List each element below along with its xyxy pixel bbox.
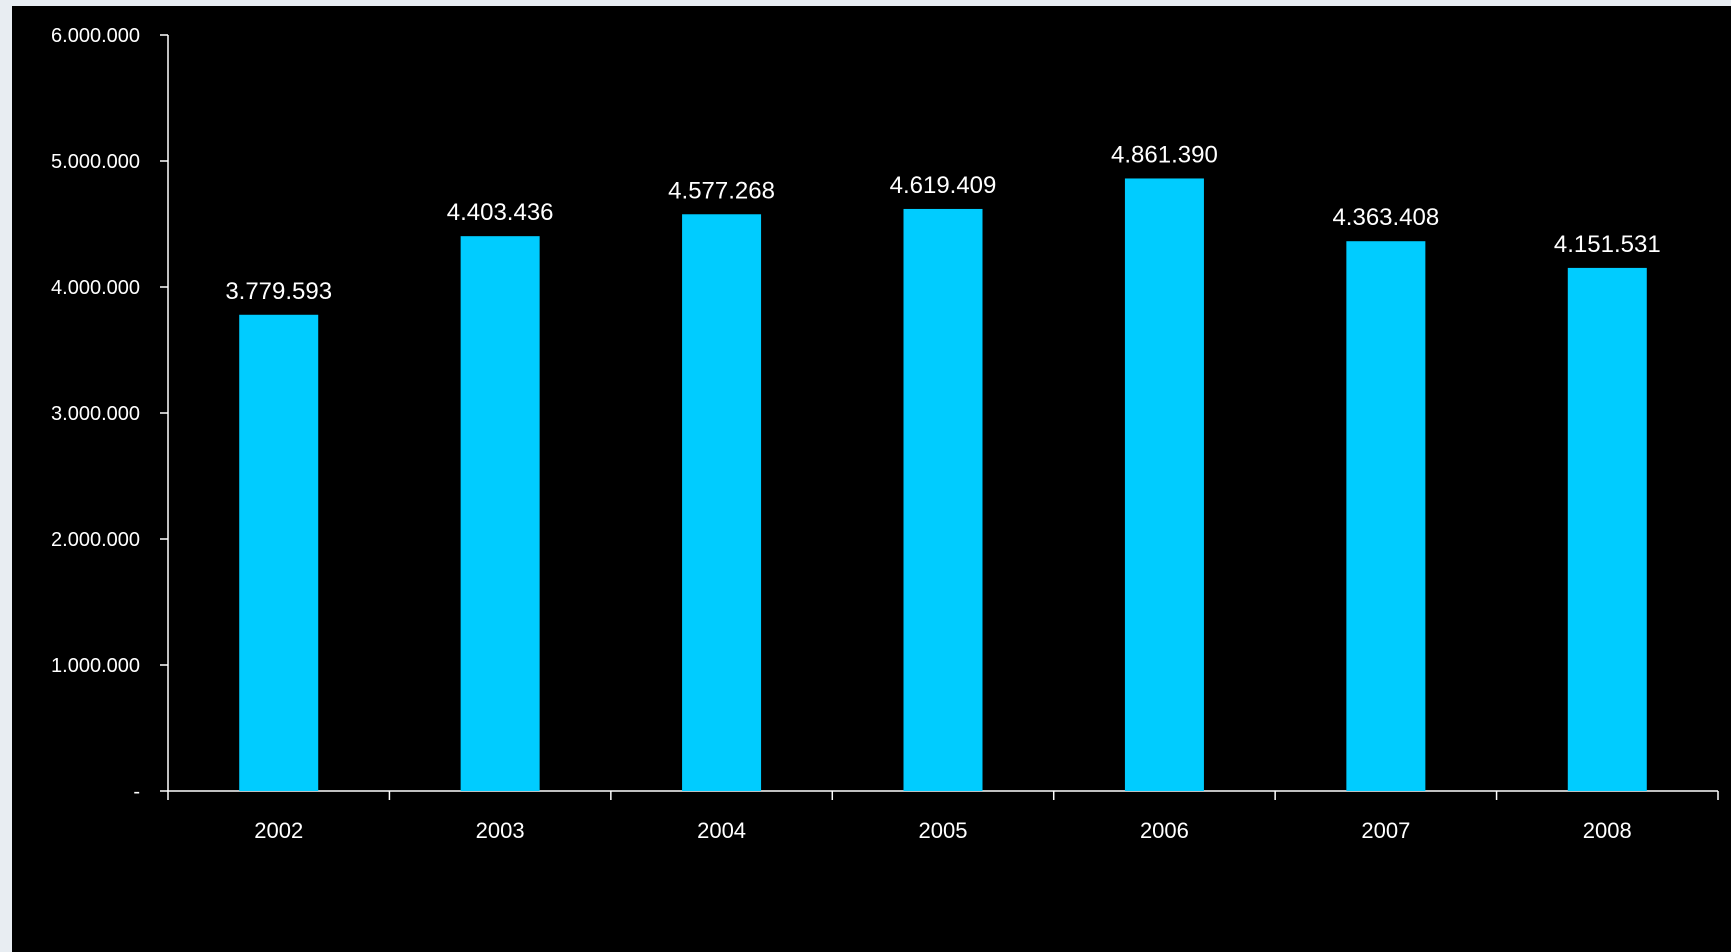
bar [1124, 178, 1204, 792]
bar [903, 208, 983, 791]
y-tick-label: 3.000.000 [51, 403, 140, 425]
x-tick-label: 2008 [1583, 818, 1632, 843]
bars [239, 178, 1647, 792]
y-tick-label: - [133, 781, 140, 803]
bar [682, 214, 762, 792]
x-tick-label: 2002 [254, 818, 303, 843]
bar-value-label: 3.779.593 [225, 278, 332, 305]
y-axis: - 1.000.000 2.000.000 3.000.000 4.000.000 5.0… [51, 25, 169, 803]
y-tick-label: 2.000.000 [51, 529, 140, 551]
bar-value-label: 4.619.409 [890, 172, 997, 199]
bar [1346, 241, 1426, 792]
bar-value-label: 4.363.408 [1332, 204, 1439, 231]
x-axis: 2002 2003 2004 2005 2006 2007 2008 [167, 790, 1719, 843]
y-tick-label: 1.000.000 [51, 655, 140, 677]
bar [239, 314, 319, 791]
bar [460, 236, 540, 792]
x-tick-label: 2004 [697, 818, 746, 843]
chart-panel: - 1.000.000 2.000.000 3.000.000 4.000.000 5.0… [12, 6, 1731, 952]
bar-value-label: 4.151.531 [1554, 231, 1661, 258]
bar [1567, 267, 1647, 791]
bar-value-label: 4.403.436 [447, 199, 554, 226]
y-tick-label: 4.000.000 [51, 277, 140, 299]
y-tick-label: 6.000.000 [51, 25, 140, 47]
x-tick-label: 2006 [1140, 818, 1189, 843]
x-tick-label: 2005 [919, 818, 968, 843]
x-tick-label: 2003 [476, 818, 525, 843]
data-labels: 3.779.593 4.403.436 4.577.268 4.619.409 4.86… [225, 141, 1660, 304]
bar-chart: - 1.000.000 2.000.000 3.000.000 4.000.000 5.0… [51, 25, 1719, 843]
bar-value-label: 4.577.268 [668, 177, 775, 204]
x-tick-label: 2007 [1361, 818, 1410, 843]
bar-value-label: 4.861.390 [1111, 141, 1218, 168]
y-tick-label: 5.000.000 [51, 151, 140, 173]
